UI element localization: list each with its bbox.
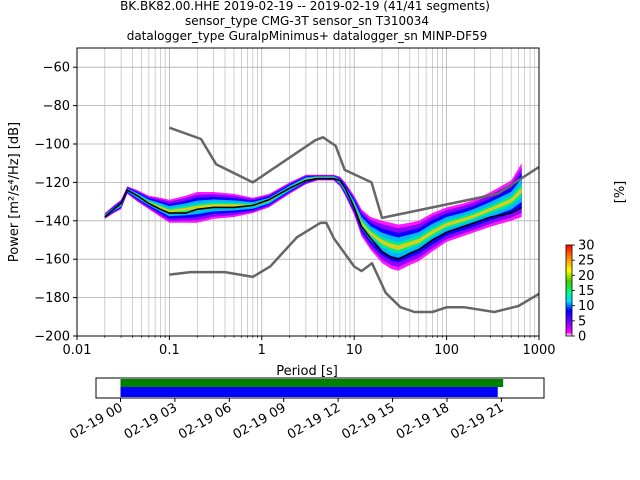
timeline-tick-label: 02-19 03 <box>122 400 180 442</box>
plot-background <box>77 48 539 336</box>
timeline-tick-label: 02-19 00 <box>67 400 125 442</box>
colorbar-scale <box>565 244 573 337</box>
x-tick-label: 1 <box>258 343 266 358</box>
y-tick-label: −140 <box>34 214 70 229</box>
x-tick-label: 100 <box>434 343 459 358</box>
title-line-1: BK.BK82.00.HHE 2019-02-19 -- 2019-02-19 … <box>120 0 490 13</box>
colorbar-tick-label: 30 <box>578 239 595 254</box>
timeline-tick-label: 02-19 09 <box>231 400 289 442</box>
colorbar-tick-label: 25 <box>578 254 595 269</box>
new-high-noise-model-line <box>168 126 540 220</box>
y-tick-label: −200 <box>34 330 70 345</box>
plot-area: 0.01 0.1 1 10 100 1000 −200 −180 −160 −140 −120 −1… <box>7 47 556 379</box>
noise-models <box>104 126 540 314</box>
timeline-coverage <box>120 379 504 397</box>
colorbar-tick-label: 5 <box>578 314 586 329</box>
mean-psd-line <box>104 177 523 261</box>
timeline-tick-label: 02-19 21 <box>448 400 506 442</box>
colorbar-label: [%] <box>613 181 628 204</box>
y-tick-label: −100 <box>34 138 70 153</box>
timeline-tick-label: 02-19 15 <box>339 400 397 442</box>
y-tick-label: −80 <box>43 99 70 114</box>
y-axis-ticks: −200 −180 −160 −140 −120 −100 −80 −60 <box>34 61 77 345</box>
y-tick-label: −120 <box>34 176 70 191</box>
colorbar-tick-label: 15 <box>578 284 595 299</box>
timeline-processed-bar <box>120 387 498 397</box>
x-axis-ticks: 0.01 0.1 1 10 100 1000 <box>63 336 556 358</box>
x-tick-label: 0.01 <box>63 343 92 358</box>
y-tick-label: −160 <box>34 253 70 268</box>
chart-title: BK.BK82.00.HHE 2019-02-19 -- 2019-02-19 … <box>120 0 490 43</box>
y-tick-label: −60 <box>43 61 70 76</box>
x-axis-label: Period [s] <box>276 364 338 379</box>
timeline-tick-label: 02-19 18 <box>394 400 452 442</box>
colorbar-tick-label: 10 <box>578 299 595 314</box>
timeline-tick-label: 02-19 06 <box>176 400 234 442</box>
x-tick-label: 10 <box>346 343 363 358</box>
timeline-tick-label: 02-19 12 <box>285 400 343 442</box>
colorbar-tick-label: 0 <box>578 330 586 345</box>
y-axis-label: Power [m²/s⁴/Hz] [dB] <box>7 122 22 262</box>
psd-heatmap <box>104 163 522 271</box>
new-low-noise-model-line <box>169 221 540 314</box>
title-line-3: datalogger_type GuralpMinimus+ datalogge… <box>127 29 488 43</box>
colorbar-tick-label: 20 <box>578 269 595 284</box>
x-tick-label: 0.1 <box>159 343 180 358</box>
x-tick-label: 1000 <box>522 343 555 358</box>
title-line-2: sensor_type CMG-3T sensor_sn T310034 <box>185 14 429 28</box>
timeline-data-bar <box>120 379 504 387</box>
y-tick-label: −180 <box>34 291 70 306</box>
plot-frame <box>76 47 540 337</box>
